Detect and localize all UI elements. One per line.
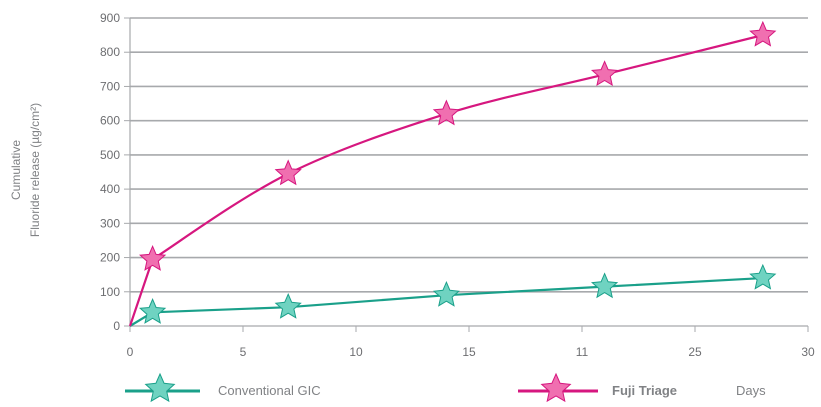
x-tick-label-20: 11 [576,345,589,359]
y-tick-label-200: 200 [100,251,120,265]
y-tick-label-300: 300 [100,216,120,230]
y-tick-label-800: 800 [100,45,120,59]
x-tick-label-25: 25 [688,345,702,359]
y-axis-title-line-1: Cumulative [9,140,23,200]
x-axis-title: Days [736,383,766,398]
y-axis-title-line-2: Fluoride release (µg/cm²) [28,103,42,237]
data-point-fuji-triage-day-14 [432,99,461,126]
y-tick-label-400: 400 [100,182,120,196]
legend-label-conventional-gic: Conventional GIC [218,383,321,398]
x-tick-label-0: 0 [127,345,134,359]
data-point-conventional-gic-day-28 [749,263,777,290]
data-point-fuji-triage-day-21 [590,60,619,87]
x-tick-label-10: 10 [349,345,363,359]
data-point-conventional-gic-day-14 [432,280,460,307]
data-point-conventional-gic-day-1 [138,298,167,324]
y-tick-label-600: 600 [100,114,120,128]
data-point-conventional-gic-day-21 [590,272,619,299]
x-tick-labels: 0 5 10 15 11 25 30 [127,345,815,359]
legend-label-fuji-triage: Fuji Triage [612,383,677,398]
series-markers [138,20,777,324]
grid-lines [130,17,808,293]
x-tick-label-5: 5 [240,345,247,359]
y-tick-label-100: 100 [100,285,120,299]
x-tick-label-15: 15 [462,345,476,359]
legend-star-conventional-gic [144,372,176,403]
y-tick-label-0: 0 [113,319,120,333]
y-tick-label-700: 700 [100,79,120,93]
legend-star-fuji-triage [540,372,572,403]
legend: Conventional GIC Fuji Triage Days [125,372,766,403]
y-tick-label-900: 900 [100,11,120,25]
y-tick-label-500: 500 [100,148,120,162]
data-point-fuji-triage-day-28 [749,20,777,47]
data-point-conventional-gic-day-7 [274,292,302,319]
x-tick-label-30: 30 [801,345,815,359]
data-point-fuji-triage-day-7 [274,159,302,186]
data-point-fuji-triage-day-1 [138,245,167,271]
y-tick-labels: 0 100 200 300 400 500 600 700 800 900 [100,11,120,333]
axes [124,17,809,332]
